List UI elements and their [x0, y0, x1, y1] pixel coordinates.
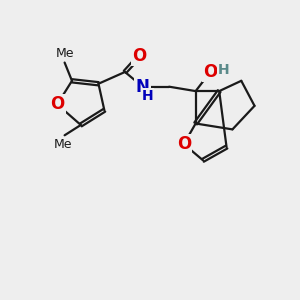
Text: N: N — [136, 78, 150, 96]
Text: O: O — [50, 95, 64, 113]
Text: O: O — [133, 47, 147, 65]
Text: H: H — [218, 64, 230, 77]
Text: O: O — [177, 135, 191, 153]
Text: Me: Me — [54, 138, 72, 151]
Text: O: O — [203, 63, 218, 81]
Text: Me: Me — [56, 46, 74, 60]
Text: H: H — [142, 89, 154, 103]
